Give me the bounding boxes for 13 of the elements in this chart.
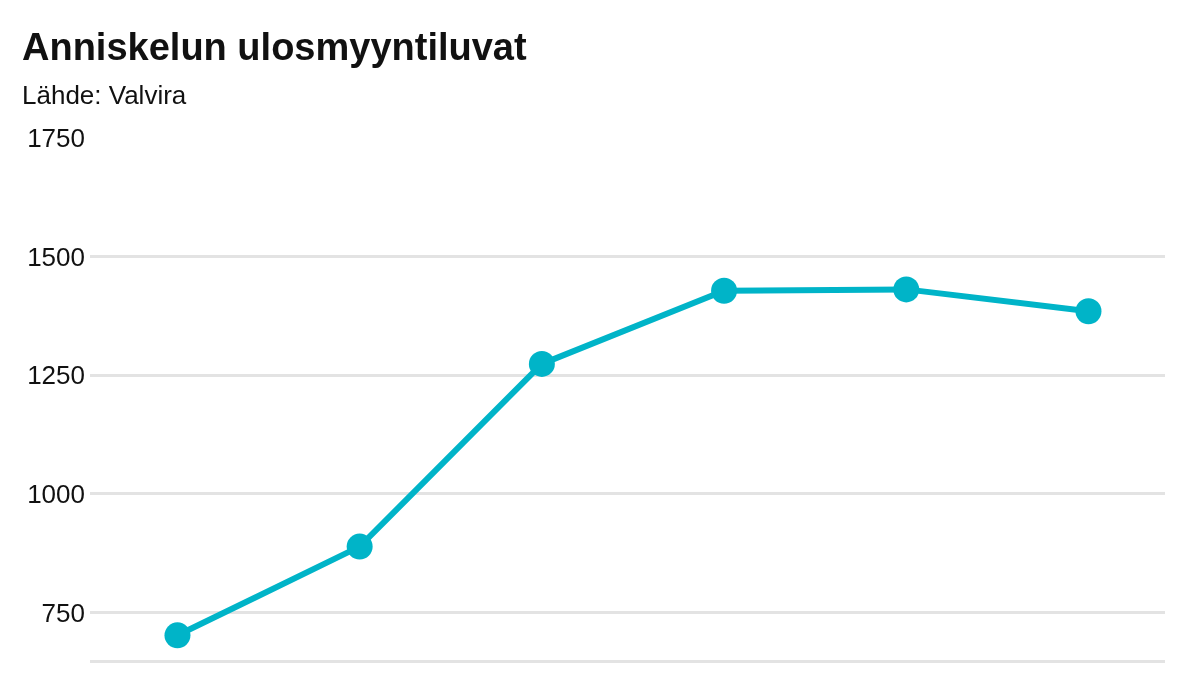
y-tick-label: 1750	[27, 123, 85, 154]
point	[164, 622, 191, 649]
y-tick-label: 1500	[27, 241, 85, 272]
chart-title: Anniskelun ulosmyyntiluvat	[22, 26, 527, 68]
point	[528, 350, 555, 377]
y-tick-label: 750	[41, 597, 85, 628]
point	[1075, 298, 1102, 325]
point	[893, 276, 920, 303]
chart-subtitle: Lähde: Valvira	[22, 80, 187, 110]
y-tick-label: 1000	[27, 479, 85, 510]
point	[346, 533, 373, 560]
y-tick-label: 1250	[27, 360, 85, 391]
point	[711, 277, 738, 304]
